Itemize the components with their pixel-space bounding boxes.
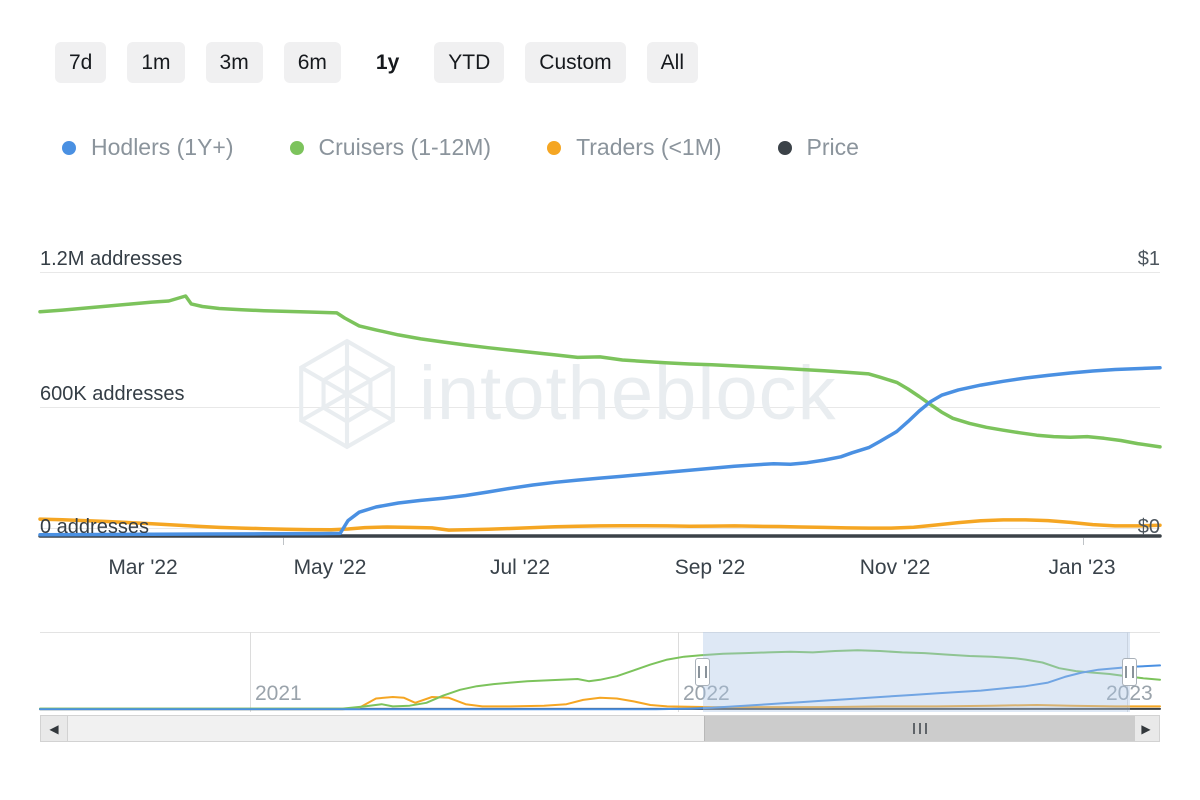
legend-label: Cruisers (1-12M) [318,134,492,160]
navigator-year-gridline [250,632,251,712]
x-axis-label: Jul '22 [489,556,551,579]
range-button[interactable]: All [646,42,698,84]
x-axis-label: Mar '22 [108,556,178,579]
legend-dot [289,140,304,155]
axis-tick [283,538,284,545]
intotheblock-logo-icon [299,338,395,450]
gridline-600k [40,407,1160,408]
navigator-handle-left[interactable] [695,658,710,686]
y-axis-label-mid: 600K addresses [40,383,185,405]
chart-scrollbar: ◀ ▶ [40,715,1160,742]
legend-label: Hodlers (1Y+) [91,134,234,160]
scrollbar-right-arrow-icon[interactable]: ▶ [1132,716,1159,741]
scrollbar-grip-icon [913,723,927,734]
scrollbar-track[interactable] [68,716,1135,741]
legend-label: Traders (<1M) [576,134,722,160]
legend-item-price[interactable]: Price [777,134,859,161]
navigator-year-label: 2021 [255,682,302,705]
gridline-1200k [40,272,1160,273]
legend-dot [62,140,76,155]
legend-item-cruisers[interactable]: Cruisers (1-12M) [289,134,492,161]
legend: Hodlers (1Y+) Cruisers (1-12M) Traders (… [62,134,859,161]
range-button[interactable]: 7d [55,42,107,84]
gridline-0 [40,528,1160,529]
range-button[interactable]: YTD [434,42,505,84]
watermark-text: intotheblock [419,351,837,436]
legend-label: Price [806,134,859,160]
range-button[interactable]: 6m [283,42,341,84]
x-axis-label: Sep '22 [674,556,746,579]
x-axis-label: Jan '23 [1048,556,1116,579]
handle-grip-icon [1125,666,1134,678]
time-range-toolbar: 7d 1m 3m 6m 1y YTD Custom All [55,42,698,84]
y-axis-label-top: 1.2M addresses [40,248,183,270]
legend-dot [547,140,562,155]
x-axis-label: Nov '22 [859,556,931,579]
price-axis-label-bottom: $0 [1137,516,1160,538]
axis-tick [1083,538,1084,545]
legend-item-traders[interactable]: Traders (<1M) [547,134,722,161]
price-axis-label-top: $1 [1137,248,1160,270]
navigator-top-border [40,632,1160,633]
range-button[interactable]: Custom [525,42,626,84]
series-cruisers-1-12m- [38,294,1162,449]
navigator-handle-right[interactable] [1122,658,1137,686]
range-button[interactable]: 1m [127,42,185,84]
legend-dot [777,140,792,155]
scrollbar-thumb[interactable] [704,716,1135,741]
range-button[interactable]: 3m [205,42,263,84]
y-axis-label-zero: 0 addresses [40,516,149,538]
handle-grip-icon [698,666,707,678]
watermark: intotheblock [295,338,837,450]
navigator-selection[interactable] [703,632,1130,712]
navigator-year-gridline [678,632,679,712]
legend-item-hodlers[interactable]: Hodlers (1Y+) [62,134,234,161]
scrollbar-left-arrow-icon[interactable]: ◀ [41,716,68,741]
x-axis-label: May '22 [293,556,367,579]
range-button[interactable]: 1y [361,42,414,84]
series-hodlers-1y- [38,365,1162,537]
